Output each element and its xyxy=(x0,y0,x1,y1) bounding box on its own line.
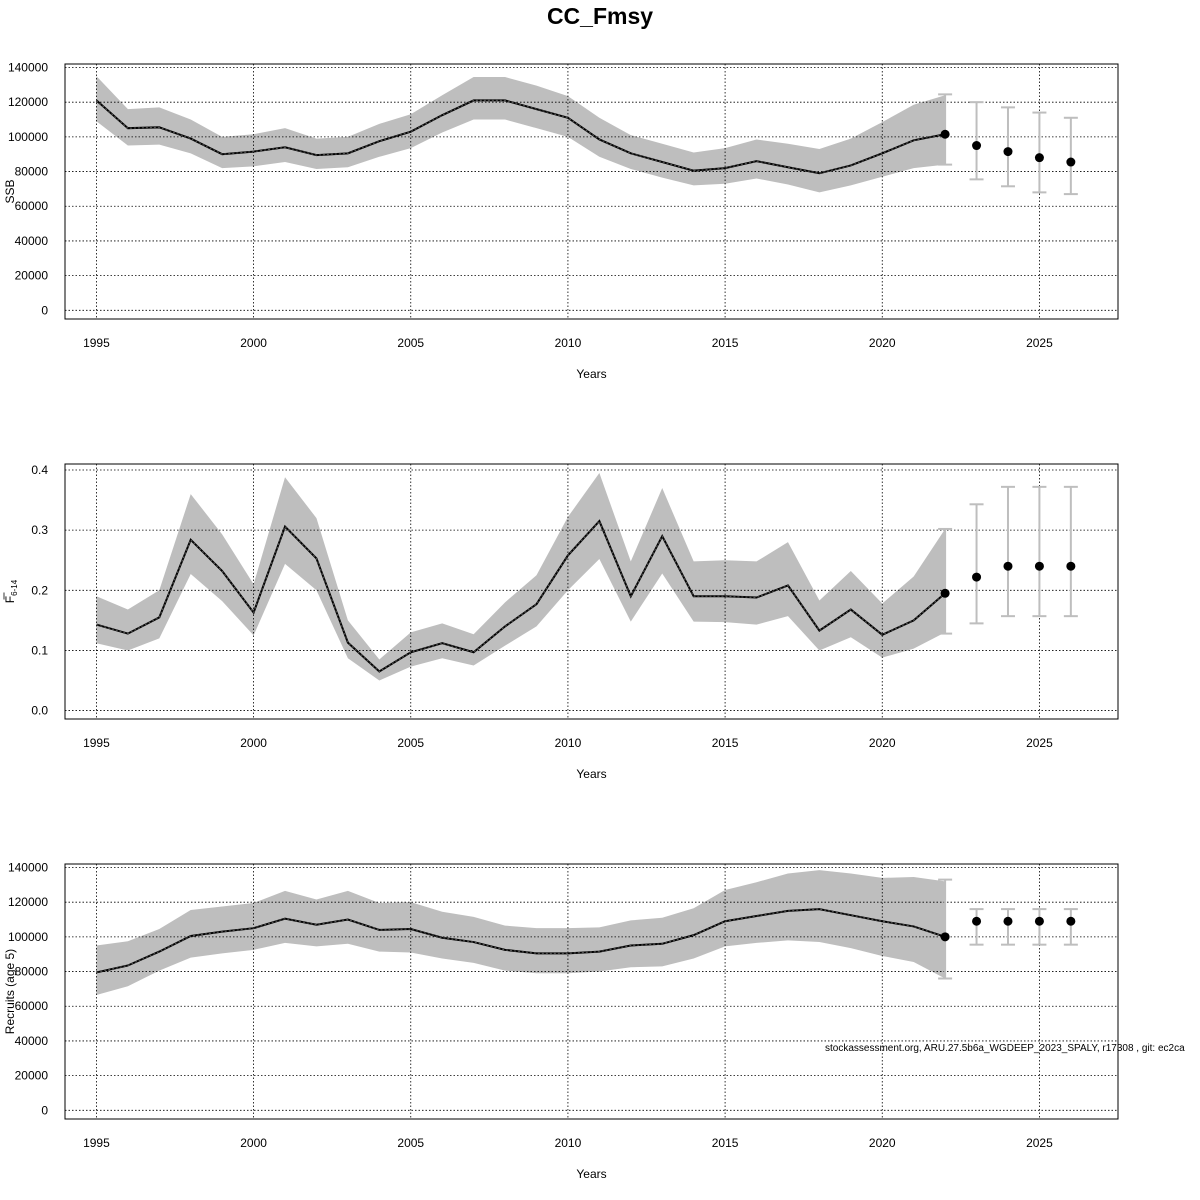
y-tick-label: 40000 xyxy=(15,234,49,248)
x-tick-label: 1995 xyxy=(83,1136,110,1150)
confidence-band xyxy=(96,473,946,681)
forecast-point xyxy=(1003,561,1013,571)
forecast-point xyxy=(1066,916,1076,926)
y-axis-label: SSB xyxy=(3,179,17,203)
y-tick-label: 100000 xyxy=(8,130,48,144)
x-tick-label: 2005 xyxy=(397,736,424,750)
forecast-point xyxy=(1003,916,1013,926)
x-tick-label: 2020 xyxy=(869,336,896,350)
y-axis-label: Recruits (age 5) xyxy=(3,949,17,1034)
y-tick-label: 0 xyxy=(41,303,48,317)
x-tick-label: 2020 xyxy=(869,736,896,750)
x-tick-label: 2025 xyxy=(1026,336,1053,350)
x-tick-label: 2010 xyxy=(555,736,582,750)
plot-frame xyxy=(64,63,1119,320)
x-axis-label: Years xyxy=(576,1167,606,1181)
chart-title: CC_Fmsy xyxy=(547,3,653,29)
y-axis-label-text: F xyxy=(3,596,17,603)
y-axis-label-subscript: 6-14 xyxy=(10,579,19,596)
forecast-point xyxy=(1034,916,1044,926)
x-tick-label: 1995 xyxy=(83,336,110,350)
y-tick-label: 20000 xyxy=(15,269,49,283)
y-tick-label: 0.4 xyxy=(31,463,48,477)
forecast-point xyxy=(940,932,950,942)
x-tick-label: 2015 xyxy=(712,1136,739,1150)
y-axis-label-text: SSB xyxy=(3,179,17,203)
y-tick-label: 100000 xyxy=(8,930,48,944)
y-tick-label: 0.3 xyxy=(31,523,48,537)
y-tick-label: 0.1 xyxy=(31,643,48,657)
x-tick-label: 2020 xyxy=(869,1136,896,1150)
y-tick-label: 60000 xyxy=(15,199,49,213)
y-tick-label: 40000 xyxy=(15,1034,49,1048)
x-tick-label: 2010 xyxy=(555,336,582,350)
y-axis-label: F6-14 xyxy=(3,579,19,603)
x-tick-label: 2005 xyxy=(397,1136,424,1150)
y-tick-label: 120000 xyxy=(8,895,48,909)
forecast-point xyxy=(940,588,950,598)
x-tick-label: 1995 xyxy=(83,736,110,750)
y-tick-label: 0.2 xyxy=(31,583,48,597)
forecast-point xyxy=(1034,561,1044,571)
y-tick-label: 20000 xyxy=(15,1069,49,1083)
estimate-line-dashed xyxy=(96,908,946,973)
forecast-point xyxy=(972,141,982,151)
plot-frame xyxy=(64,463,1119,720)
x-tick-label: 2000 xyxy=(240,336,267,350)
x-tick-label: 2005 xyxy=(397,336,424,350)
forecast-point xyxy=(1034,153,1044,163)
x-tick-label: 2000 xyxy=(240,736,267,750)
x-axis-label: Years xyxy=(576,367,606,381)
fbar-panel: 1995 2000 2005 2010 2015 2020 2025 0.0 0.1 0.2 0.3… xyxy=(3,463,1119,781)
forecast-point xyxy=(972,916,982,926)
y-tick-label: 140000 xyxy=(8,60,48,74)
x-tick-label: 2010 xyxy=(555,1136,582,1150)
forecast-point xyxy=(972,572,982,582)
forecast-point xyxy=(1066,561,1076,571)
forecast-point xyxy=(1066,157,1076,167)
y-tick-label: 60000 xyxy=(15,999,49,1013)
y-tick-label: 120000 xyxy=(8,95,48,109)
estimate-line-dashed xyxy=(96,520,946,673)
y-tick-label: 80000 xyxy=(15,165,49,179)
forecast-point xyxy=(1003,147,1013,157)
recruits-panel: 1995 2000 2005 2010 2015 2020 2025 0 20000 40000 6… xyxy=(3,860,1119,1181)
x-tick-label: 2025 xyxy=(1026,736,1053,750)
x-tick-label: 2015 xyxy=(712,336,739,350)
y-tick-label: 140000 xyxy=(8,860,48,874)
ssb-panel: 1995 2000 2005 2010 2015 2020 2025 0 20000 40000 6… xyxy=(3,60,1119,381)
y-tick-label: 80000 xyxy=(15,965,49,979)
y-tick-label: 0 xyxy=(41,1103,48,1117)
y-tick-label: 0.0 xyxy=(31,704,48,718)
x-axis-label: Years xyxy=(576,767,606,781)
y-axis-label-text: Recruits (age 5) xyxy=(3,949,17,1034)
forecast-point xyxy=(940,129,950,139)
footnote: stockassessment.org, ARU.27.5b6a_WGDEEP_… xyxy=(825,1043,1185,1054)
x-tick-label: 2025 xyxy=(1026,1136,1053,1150)
plot-frame xyxy=(64,863,1119,1120)
confidence-band xyxy=(96,76,946,193)
estimate-line-dashed xyxy=(96,99,946,174)
x-tick-label: 2000 xyxy=(240,1136,267,1150)
confidence-band xyxy=(96,870,946,995)
x-tick-label: 2015 xyxy=(712,736,739,750)
